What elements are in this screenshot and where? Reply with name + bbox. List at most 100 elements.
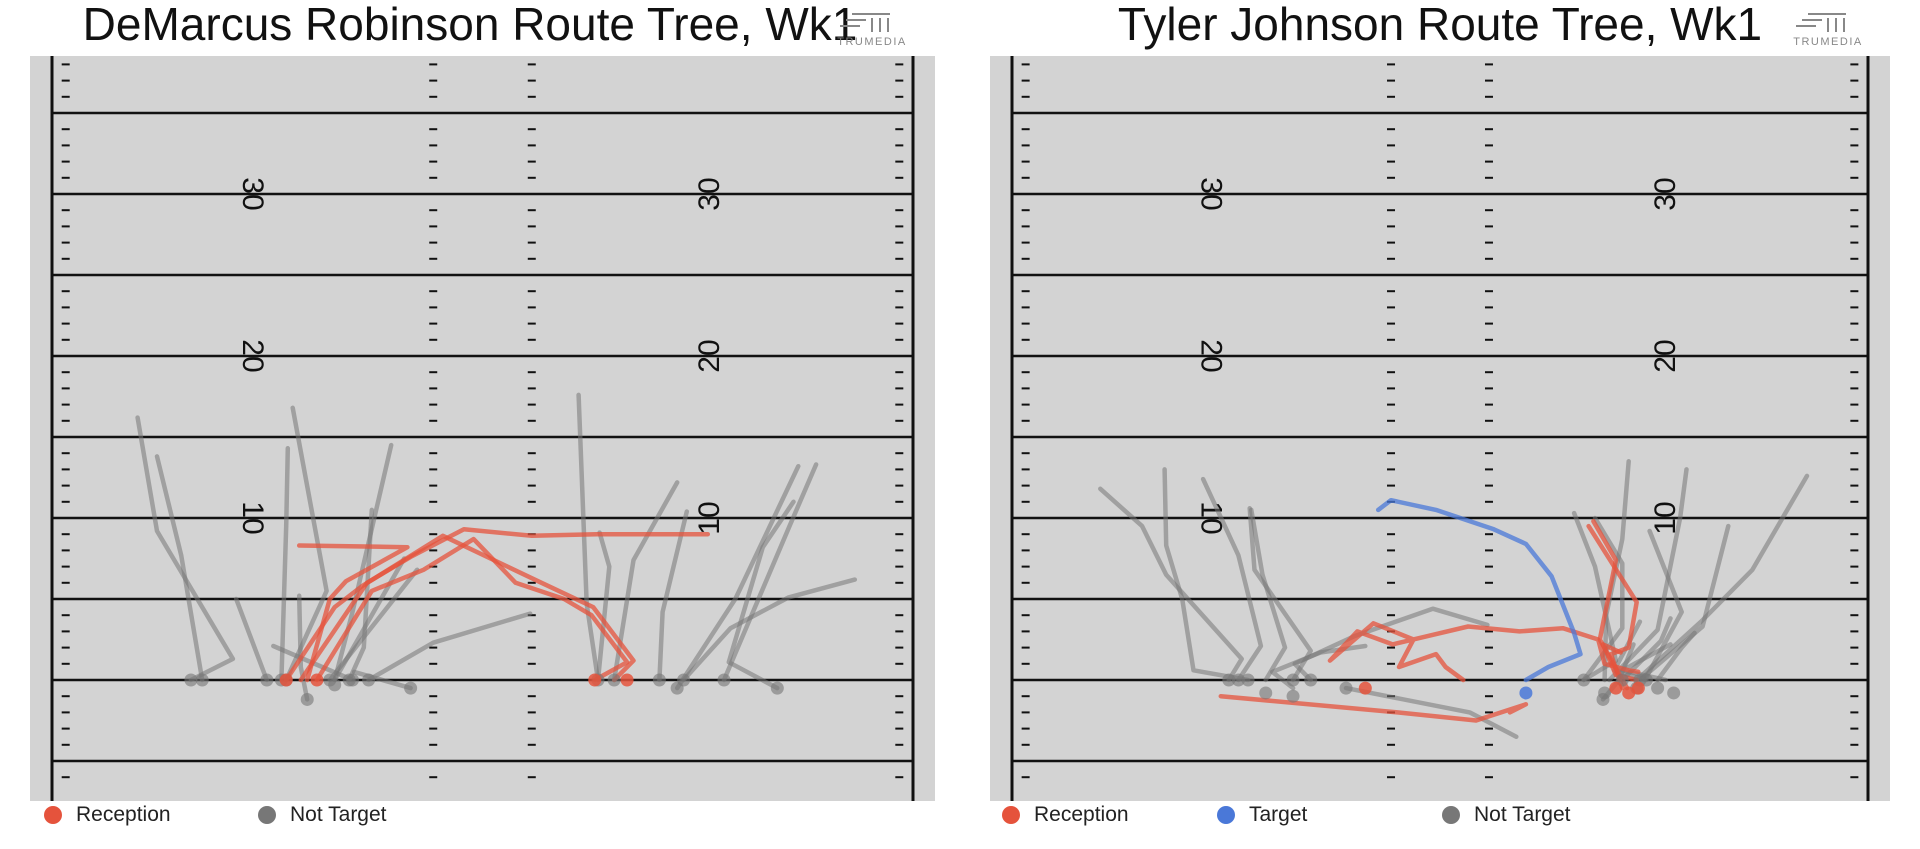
route-start-dot-not-target bbox=[345, 673, 359, 687]
yard-number: 20 bbox=[1195, 339, 1228, 372]
route-start-dot-reception bbox=[1358, 681, 1372, 695]
route-line-reception bbox=[1327, 621, 1641, 683]
route-line-not-target bbox=[233, 596, 270, 683]
route-line-not-target bbox=[154, 454, 205, 683]
chart-title: Tyler Johnson Route Tree, Wk1 bbox=[1117, 0, 1763, 50]
logo-text: TRUMEDIA bbox=[1793, 36, 1863, 48]
route-start-dot-reception bbox=[1631, 681, 1645, 695]
route-start-dot-reception bbox=[620, 673, 634, 687]
route-start-dot-not-target bbox=[607, 673, 621, 687]
route-start-dot-not-target bbox=[677, 673, 691, 687]
field-background bbox=[30, 56, 935, 801]
route-line-not-target bbox=[327, 567, 420, 683]
route-line-not-target bbox=[1637, 523, 1731, 683]
legend-label: Target bbox=[1249, 803, 1308, 826]
route-start-dot-not-target bbox=[1596, 692, 1610, 706]
route-line-not-target bbox=[1249, 507, 1288, 683]
route-start-dot-not-target bbox=[1286, 673, 1300, 687]
legend: Reception Not Target bbox=[44, 800, 944, 830]
legend-dot-target bbox=[1217, 806, 1235, 824]
route-start-dot-not-target bbox=[770, 681, 784, 695]
route-line-not-target bbox=[135, 415, 236, 683]
field-background bbox=[990, 56, 1890, 801]
chart-title: DeMarcus Robinson Route Tree, Wk1 bbox=[82, 0, 858, 50]
route-start-dot-not-target bbox=[362, 673, 376, 687]
yard-number: 20 bbox=[693, 339, 726, 372]
legend-dot-reception bbox=[1002, 806, 1020, 824]
logo-text: TRUMEDIA bbox=[837, 36, 907, 48]
route-start-dot-not-target bbox=[1639, 673, 1653, 687]
route-start-dot-not-target bbox=[1286, 689, 1300, 703]
route-line-not-target bbox=[657, 509, 690, 683]
route-line-reception bbox=[283, 533, 636, 683]
route-line-not-target bbox=[721, 462, 819, 683]
route-line-not-target bbox=[296, 593, 310, 702]
route-start-dot-not-target bbox=[184, 673, 198, 687]
yard-number: 20 bbox=[1649, 339, 1682, 372]
route-start-dot-not-target bbox=[1651, 681, 1665, 695]
legend-item-not-target: Not Target bbox=[258, 800, 387, 830]
yard-number: 10 bbox=[236, 501, 269, 534]
route-start-dot-reception bbox=[279, 673, 293, 687]
trumedia-logo: TRUMEDIA bbox=[830, 8, 914, 48]
legend-label: Reception bbox=[76, 803, 171, 826]
yard-number: 30 bbox=[1195, 177, 1228, 210]
route-start-dot-target bbox=[1519, 686, 1533, 700]
route-start-dot-not-target bbox=[1241, 673, 1255, 687]
legend-item-reception: Reception bbox=[1002, 800, 1129, 830]
route-line-not-target bbox=[366, 611, 533, 683]
route-line-not-target bbox=[595, 530, 612, 683]
route-start-dot-not-target bbox=[328, 678, 342, 692]
route-line-not-target bbox=[726, 499, 796, 691]
route-tree-panel-johnson: Tyler Johnson Route Tree, Wk1 TRUMEDIA 3… bbox=[990, 0, 1920, 849]
route-line-reception bbox=[314, 536, 630, 683]
route-start-dot-not-target bbox=[260, 673, 274, 687]
route-start-dot-not-target bbox=[1304, 673, 1318, 687]
route-start-dot-reception bbox=[1609, 681, 1623, 695]
route-line-reception bbox=[296, 543, 410, 683]
route-line-not-target bbox=[346, 507, 375, 683]
route-line-not-target bbox=[1634, 473, 1810, 683]
route-line-not-target bbox=[1247, 506, 1313, 683]
trumedia-logo-icon bbox=[1796, 13, 1846, 32]
route-start-dot-reception bbox=[310, 673, 324, 687]
route-line-not-target bbox=[1200, 476, 1264, 683]
route-line-not-target bbox=[1620, 616, 1673, 683]
legend-label: Not Target bbox=[290, 803, 387, 826]
route-line-reception bbox=[1591, 518, 1630, 691]
legend: Reception Target Not Target bbox=[1002, 800, 1902, 830]
route-line-target bbox=[1375, 497, 1583, 683]
legend-label: Reception bbox=[1034, 803, 1129, 826]
route-line-not-target bbox=[1655, 630, 1697, 683]
legend-label: Not Target bbox=[1474, 803, 1571, 826]
route-line-not-target bbox=[351, 669, 413, 691]
route-start-dot-not-target bbox=[1339, 681, 1353, 695]
route-start-dot-reception bbox=[588, 673, 602, 687]
legend-dot-not-target bbox=[258, 806, 276, 824]
yard-number: 20 bbox=[236, 339, 269, 372]
route-start-dot-reception bbox=[1622, 686, 1636, 700]
route-start-dot-not-target bbox=[300, 692, 314, 706]
route-start-dot-not-target bbox=[1259, 686, 1273, 700]
yard-number: 30 bbox=[693, 177, 726, 210]
route-line-not-target bbox=[681, 577, 858, 683]
legend-item-target: Target bbox=[1217, 800, 1307, 830]
route-start-dot-not-target bbox=[717, 673, 731, 687]
legend-dot-reception bbox=[44, 806, 62, 824]
route-line-not-target bbox=[332, 442, 394, 683]
route-line-reception bbox=[1218, 693, 1529, 723]
route-line-not-target bbox=[1162, 467, 1251, 683]
route-line-not-target bbox=[1098, 486, 1244, 683]
yard-number: 10 bbox=[693, 501, 726, 534]
trumedia-logo-icon bbox=[840, 13, 890, 32]
route-tree-panel-robinson: DeMarcus Robinson Route Tree, Wk1 TRUMED… bbox=[0, 0, 945, 849]
legend-item-not-target: Not Target bbox=[1442, 800, 1571, 830]
route-line-not-target bbox=[1343, 685, 1519, 739]
legend-item-reception: Reception bbox=[44, 800, 171, 830]
route-start-dot-not-target bbox=[1577, 673, 1591, 687]
route-start-dot-not-target bbox=[652, 673, 666, 687]
legend-dot-not-target bbox=[1442, 806, 1460, 824]
route-line-not-target bbox=[279, 446, 291, 683]
